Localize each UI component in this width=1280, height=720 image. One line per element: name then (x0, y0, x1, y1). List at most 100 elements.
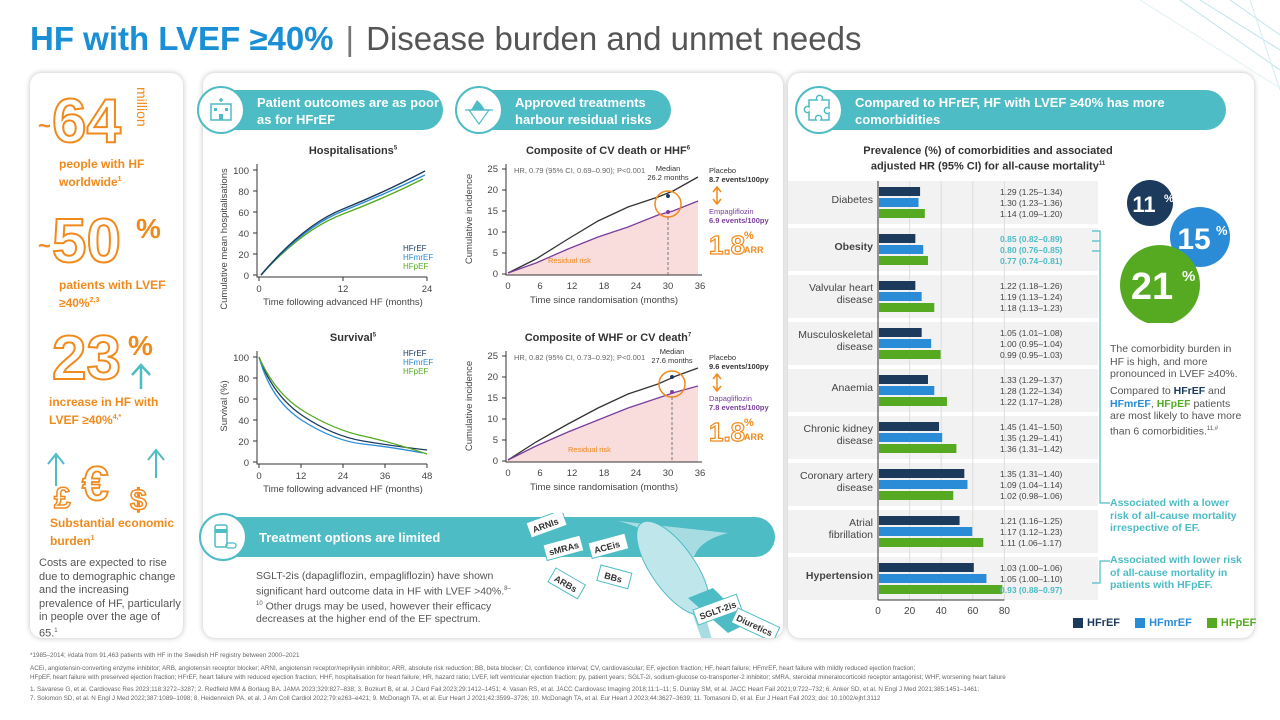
bar-hfref (879, 563, 974, 572)
cv2-drug-rate: 7.8 events/100py (709, 403, 769, 412)
hosp-title-text: Hospitalisations (308, 145, 394, 157)
surv-chart-title: Survival5 (263, 332, 443, 344)
surv-xtick: 24 (338, 471, 349, 482)
stat4-sup: 1 (90, 535, 95, 542)
category-label: Valvular heart (809, 282, 873, 294)
cv2-ytick: 15 (487, 393, 498, 404)
hosp-xtick: 24 (422, 284, 433, 295)
pill-comorbidities: Compared to HFrEF, HF with LVEF ≥40% has… (795, 86, 1226, 134)
cv2-xlabel: Time since randomisation (months) (530, 482, 678, 493)
cv1-median: 26.2 months (647, 173, 689, 182)
hr-value: 1.45 (1.41–1.50) (1000, 422, 1063, 432)
cv1-placebo-line (507, 176, 699, 274)
drug-bbs: BBs (603, 570, 623, 584)
hosp-ytick: 0 (244, 271, 249, 282)
cv2-xtick: 36 (695, 468, 706, 479)
hr-value: 1.29 (1.25–1.34) (1000, 187, 1063, 197)
bar-hfpef (879, 209, 925, 218)
hosp-ytick: 80 (238, 187, 249, 198)
stat3-sup: 4,* (112, 414, 122, 421)
stat1-label-text: people with HF worldwide (59, 157, 145, 189)
svg-text:€: € (82, 458, 109, 511)
stat1-value: 64 (51, 87, 122, 156)
surv-ytick: 20 (238, 437, 249, 448)
category-label: disease (837, 482, 873, 494)
hr-value: 1.33 (1.29–1.37) (1000, 375, 1063, 385)
footnote-2: ACEi, angiotensin-converting enzyme inhi… (30, 665, 916, 672)
hosp-xtick: 0 (256, 284, 261, 295)
currency-icon: £ € $ (47, 448, 165, 514)
hosp-legend-hfref: HFrEF (403, 244, 427, 253)
cv2-median-label: Median (660, 347, 685, 356)
comorbidities-panel: Compared to HFrEF, HF with LVEF ≥40% has… (788, 73, 1256, 638)
association-brackets (1092, 230, 1110, 584)
bar-hfpef (879, 256, 928, 265)
circle-hfpef-value: 21 (1131, 266, 1173, 308)
association-lower-risk-hfpef: Associated with lower risk of all-cause … (1110, 554, 1242, 591)
cv1-xticks: 0 6 12 18 24 30 36 (505, 281, 705, 292)
cv2-yticks: 0 5 10 15 20 25 (487, 351, 498, 467)
bar-hfref (879, 516, 960, 525)
cv1-drug-rate: 6.9 events/100py (709, 216, 769, 225)
surv-ytick: 60 (238, 395, 249, 406)
cv2-hr-text: HR, 0.82 (95% CI, 0.73–0.92); P<0.001 (514, 353, 645, 362)
bar-hfref (879, 422, 940, 431)
hosp-ytick: 40 (238, 229, 249, 240)
category-label: Chronic kidney (804, 423, 874, 435)
cv-death-hhf-chart: Cumulative incidence 0 5 10 15 20 25 0 6… (464, 164, 769, 306)
increase-arrow-icon (131, 363, 151, 389)
cv1-xtick: 12 (567, 281, 578, 292)
footnote-1: *1985–2014; #data from 91,463 patients w… (30, 652, 300, 659)
surv-title-sup: 5 (372, 332, 377, 339)
stat2-value: 50 (51, 207, 122, 276)
hr-value: 0.85 (0.82–0.89) (1000, 234, 1063, 244)
cv1-hr: HR, 0.79 (95% CI, 0.69–0.90); P<0.001 (514, 166, 645, 175)
pill-comorbidities-text: Compared to HFrEF, HF with LVEF ≥40% has… (855, 95, 1165, 127)
hr-value: 1.36 (1.31–1.42) (1000, 444, 1063, 454)
cv1-xtick: 30 (663, 281, 674, 292)
treatment-text: SGLT-2is (dapagliflozin, empagliflozin) … (256, 570, 516, 625)
hosp-line-hfpef (260, 178, 424, 276)
stat3-unit: % (128, 330, 153, 361)
cv2-xtick: 30 (663, 468, 674, 479)
surv-title-text: Survival (329, 332, 373, 344)
pill2-text: Approved treatments harbour residual ris… (515, 95, 652, 127)
surv-line-hfmref (258, 356, 424, 454)
comorbidity-title-text: Prevalence (%) of comorbidities and asso… (863, 145, 1113, 173)
page-title: HF with LVEF ≥40% | Disease burden and unm… (30, 20, 861, 58)
puzzle-icon (795, 86, 843, 134)
bar-hfref (879, 328, 922, 337)
cv1-placebo-rate: 8.7 events/100py (709, 175, 769, 184)
bar-hfpef (879, 538, 984, 547)
surv-xtick: 36 (380, 471, 391, 482)
category-label: Coronary artery (800, 470, 874, 482)
stat2-sup: 2,3 (89, 297, 100, 304)
hr-value: 1.05 (1.01–1.08) (1000, 328, 1063, 338)
cv2-hr: HR, 0.82 (95% CI, 0.73–0.92); P<0.001 (514, 353, 645, 362)
surv-yticks: 0 20 40 60 80 100 (233, 353, 249, 469)
stat4-label: Substantial economic burden1 (50, 516, 175, 549)
cv1-hr-text: HR, 0.79 (95% CI, 0.69–0.90); P<0.001 (514, 166, 645, 175)
bar-hfmref (879, 339, 932, 348)
hosp-ytick: 60 (238, 208, 249, 219)
cv1-xtick: 6 (537, 281, 542, 292)
x-tick-label: 20 (904, 606, 916, 617)
hr-value: 1.11 (1.06–1.17) (1000, 538, 1062, 548)
cv1-drug-line (507, 200, 699, 274)
cv2-title-sup: 7 (687, 332, 692, 339)
x-tick-label: 40 (936, 606, 948, 617)
cv1-arr-value: 1.8 (709, 230, 745, 260)
comorbidity-title-sup: 11 (1098, 161, 1106, 167)
hr-value: 1.09 (1.04–1.14) (1000, 480, 1063, 490)
cv2-ytick: 25 (487, 351, 498, 362)
pill-patient-outcomes: Patient outcomes are as poor as for HFrE… (197, 86, 443, 134)
cv1-placebo-label: Placebo (709, 166, 736, 175)
cv1-chart-title: Composite of CV death or HHF6 (493, 145, 723, 157)
surv-xlabel: Time following advanced HF (months) (263, 484, 423, 495)
cv1-arr-label: ARR (744, 245, 764, 255)
cv1-xtick: 24 (631, 281, 642, 292)
hr-value: 1.00 (0.95–1.04) (1000, 339, 1063, 349)
hosp-line-hfmref (260, 174, 426, 276)
legend-hfref: HFrEF (1087, 617, 1120, 629)
treatment-text-1: SGLT-2is (dapagliflozin, empagliflozin) … (256, 570, 505, 597)
